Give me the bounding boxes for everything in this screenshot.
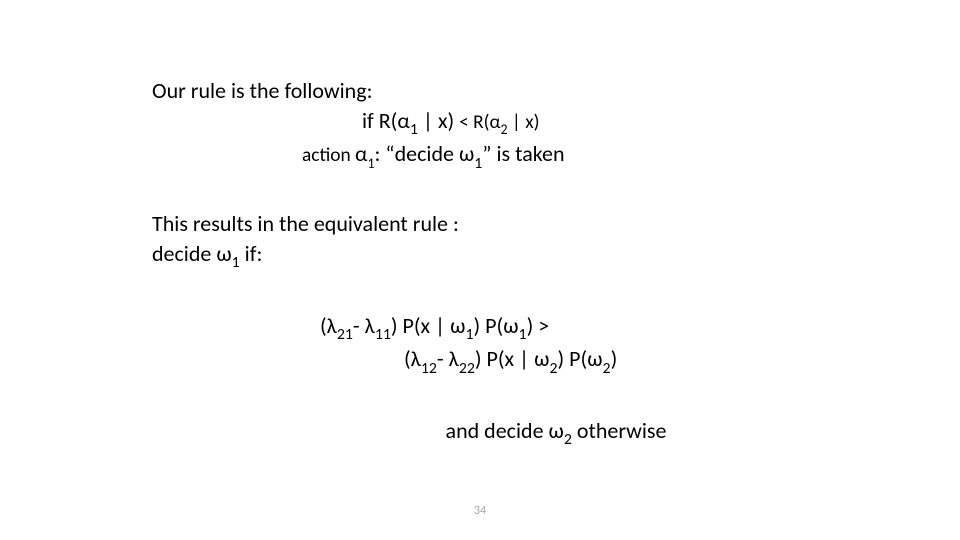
line-3: action α1: “decide ω1” is taken [152,139,810,173]
l7-lambda2: λ [449,345,459,372]
l2-b: | x) [418,107,459,134]
l8-b: otherwise [577,417,667,444]
l3-alpha: α [355,140,367,167]
line-1: Our rule is the following: [152,76,810,106]
l7-sub4: 2 [603,359,611,378]
l2-lt: < R( [459,111,489,134]
l7-lambda1: λ [411,345,421,372]
l7-c: ) P(x | [475,345,534,372]
l7-d: ) P( [558,345,588,372]
line-8: and decide ω2 otherwise [152,416,810,450]
line-4: This results in the equivalent rule : [152,209,810,239]
l7-a: ( [404,345,411,372]
l5-omega: ω [216,240,231,267]
l6-sub4: 1 [519,325,527,344]
l8-a: and decide [446,417,549,444]
l7-sub3: 2 [549,359,557,378]
line-7: (λ12- λ22) P(x | ω2) P(ω2) [152,344,810,378]
l7-e: ) [611,345,618,372]
l4-text: This results in the equivalent rule : [152,210,459,237]
l6-d: ) P( [474,312,504,339]
l2-alpha1: α [397,107,409,134]
l3-c: ” is taken [482,140,564,167]
gap-2 [152,273,810,311]
line-6: (λ21- λ11) P(x | ω1) P(ω1) > [152,311,810,345]
line-1-text: Our rule is the following: [152,77,372,104]
l5-sub: 1 [232,253,240,272]
page-number-text: 34 [474,504,486,518]
l7-sub1: 12 [421,359,437,378]
l6-e: ) > [527,312,550,339]
l6-omega1: ω [450,312,465,339]
l6-sub1: 21 [337,325,353,344]
l6-a: ( [320,312,327,339]
l6-lambda1: λ [327,312,337,339]
l3-a: action [302,144,355,167]
l2-alpha2: α [490,111,501,134]
l6-b: - [353,312,365,339]
l8-sub: 2 [564,430,572,449]
l5-b: if: [240,240,263,267]
l3-b: : “decide [375,140,459,167]
l2-c: | x) [508,111,540,134]
l3-omega: ω [459,140,474,167]
l2-sub1: 1 [410,120,418,139]
l7-b: - [437,345,449,372]
l6-sub3: 1 [465,325,473,344]
l6-c: ) P(x | [391,312,450,339]
l7-sub2: 22 [459,359,475,378]
l7-omega2: ω [587,345,602,372]
l6-sub2: 11 [375,325,391,344]
l2-a: if R( [362,107,397,134]
page-number: 34 [0,504,960,518]
l6-lambda2: λ [365,312,375,339]
line-5: decide ω1 if: [152,239,810,273]
l7-omega1: ω [534,345,549,372]
l6-omega2: ω [503,312,518,339]
l8-omega: ω [549,417,564,444]
slide: Our rule is the following: if R(α1 | x) … [0,0,960,540]
gap-1 [152,173,810,209]
l3-sub2: 1 [474,154,482,173]
l2-sub2: 2 [501,121,508,138]
gap-3 [152,378,810,416]
l5-a: decide [152,240,216,267]
l3-sub1: 1 [368,155,375,172]
line-2: if R(α1 | x) < R(α2 | x) [152,106,810,140]
